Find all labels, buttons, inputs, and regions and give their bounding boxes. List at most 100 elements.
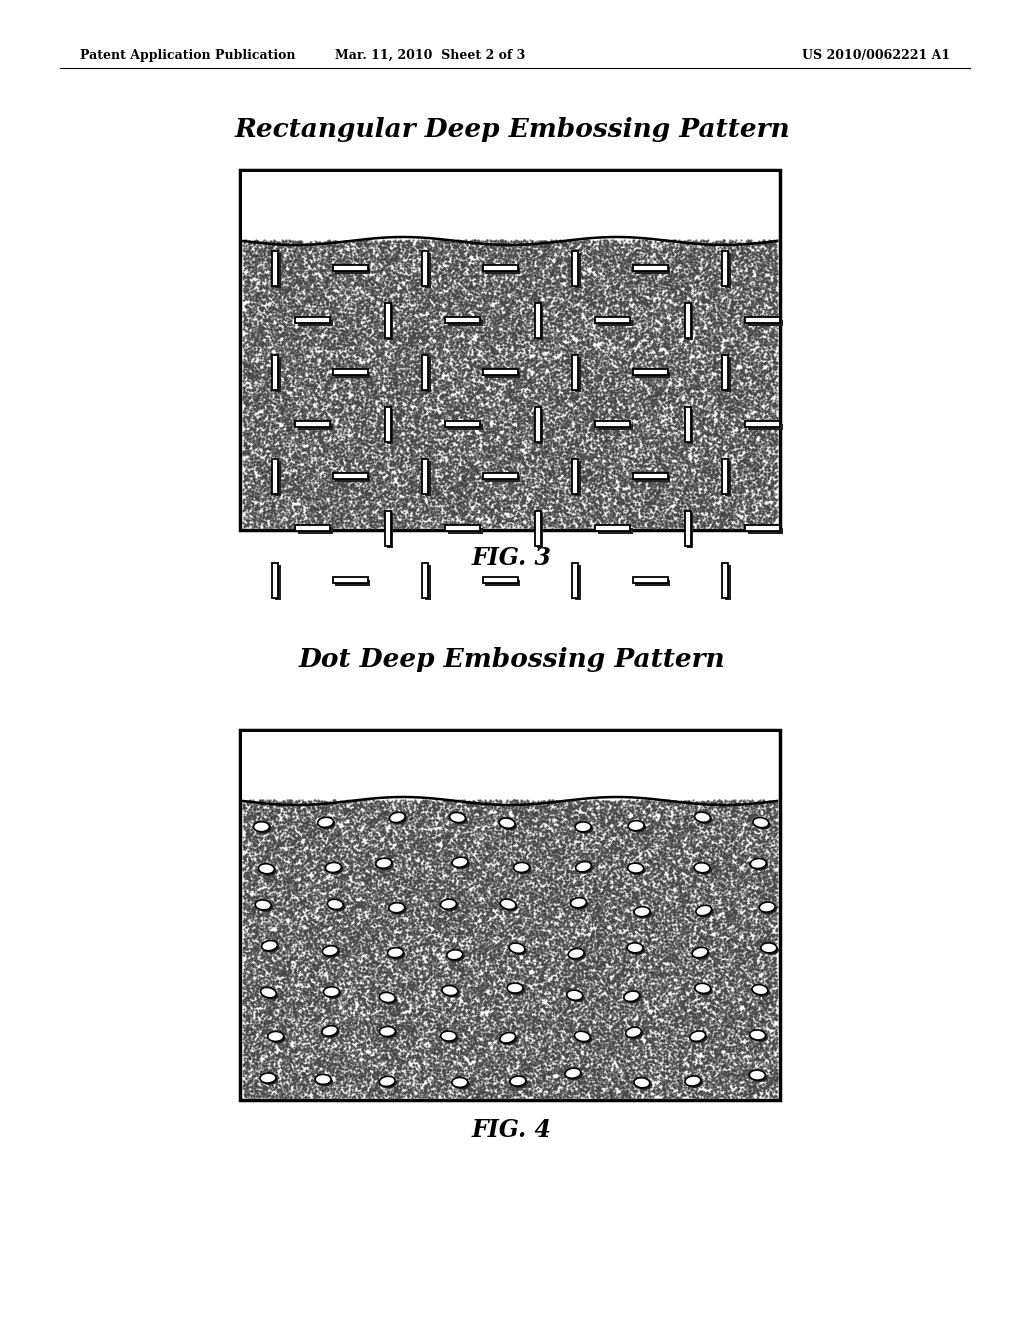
Point (312, 453, 329, 474)
Point (540, 847, 556, 869)
Point (512, 1014, 528, 1035)
Point (548, 293, 564, 314)
Point (283, 801, 299, 822)
Point (267, 954, 284, 975)
Point (339, 471, 355, 492)
Point (453, 400, 469, 421)
Point (259, 915, 275, 936)
Point (565, 1082, 582, 1104)
Point (467, 909, 483, 931)
Point (517, 945, 534, 966)
Point (350, 857, 367, 878)
Point (440, 1044, 457, 1065)
Point (768, 297, 784, 318)
Point (385, 1010, 401, 1031)
Point (767, 256, 783, 277)
Point (746, 981, 763, 1002)
Point (548, 817, 564, 838)
Point (646, 405, 663, 426)
Point (426, 965, 442, 986)
Point (484, 248, 501, 269)
Point (685, 297, 701, 318)
Point (366, 487, 382, 508)
Point (289, 359, 305, 380)
Point (534, 1012, 550, 1034)
Point (261, 834, 278, 855)
Point (479, 929, 496, 950)
Point (296, 801, 312, 822)
Point (600, 851, 616, 873)
Point (239, 296, 255, 317)
Point (415, 276, 431, 297)
Point (566, 334, 583, 355)
Point (267, 957, 284, 978)
Point (342, 342, 358, 363)
Point (325, 891, 341, 912)
Point (258, 445, 274, 466)
Point (414, 339, 430, 360)
Point (512, 354, 528, 375)
Point (384, 403, 400, 424)
Point (388, 941, 404, 962)
Point (344, 986, 360, 1007)
Point (648, 263, 665, 284)
Point (764, 929, 780, 950)
Point (346, 1065, 362, 1086)
Point (440, 1035, 457, 1056)
Point (355, 404, 372, 425)
Point (294, 321, 310, 342)
Point (646, 867, 663, 888)
Point (551, 826, 567, 847)
Point (249, 282, 265, 304)
Point (535, 995, 551, 1016)
Point (621, 447, 637, 469)
Point (534, 957, 550, 978)
Point (728, 1038, 744, 1059)
Point (578, 502, 594, 523)
Point (380, 318, 396, 339)
Point (309, 256, 326, 277)
Point (519, 925, 536, 946)
Point (587, 1051, 603, 1072)
Point (761, 909, 777, 931)
Point (535, 403, 551, 424)
Point (626, 863, 642, 884)
Point (494, 814, 510, 836)
Point (711, 326, 727, 347)
Point (275, 413, 292, 434)
Point (646, 247, 663, 268)
Point (400, 1056, 417, 1077)
Point (612, 1072, 629, 1093)
Point (340, 367, 356, 388)
Point (543, 904, 559, 925)
Point (459, 898, 475, 919)
Point (358, 912, 375, 933)
Point (485, 809, 502, 830)
Point (733, 494, 750, 515)
Point (567, 990, 584, 1011)
Point (751, 496, 767, 517)
Point (377, 484, 393, 506)
Point (706, 903, 722, 924)
Point (699, 1039, 716, 1060)
Point (445, 256, 462, 277)
Point (674, 400, 690, 421)
Point (366, 397, 382, 418)
Point (695, 949, 712, 970)
Point (392, 395, 409, 416)
Point (308, 1030, 325, 1051)
Point (318, 916, 335, 937)
Point (694, 808, 711, 829)
Point (609, 450, 626, 471)
Point (694, 948, 711, 969)
Point (745, 920, 762, 941)
Point (768, 285, 784, 306)
Point (638, 972, 654, 993)
Point (751, 855, 767, 876)
Point (301, 1038, 317, 1059)
Point (615, 512, 632, 533)
Point (395, 420, 412, 441)
Point (433, 315, 450, 337)
Point (380, 246, 396, 267)
Point (477, 292, 494, 313)
